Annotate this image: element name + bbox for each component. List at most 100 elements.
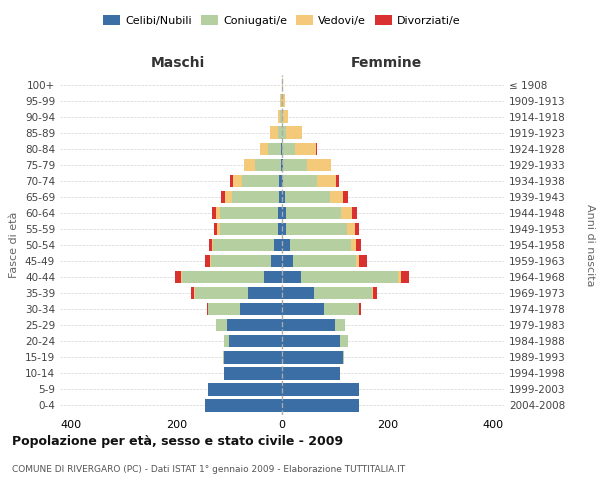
Y-axis label: Fasce di età: Fasce di età [10, 212, 19, 278]
Bar [282, 126, 286, 139]
Bar [351, 238, 356, 252]
Bar [207, 303, 208, 316]
Bar [280, 190, 282, 203]
Bar [282, 383, 359, 396]
Bar [295, 142, 316, 155]
Bar [182, 271, 263, 283]
Bar [290, 238, 351, 252]
Bar [283, 110, 289, 123]
Bar [278, 126, 282, 139]
Bar [224, 367, 282, 380]
Bar [230, 174, 233, 187]
Bar [270, 126, 278, 139]
Bar [282, 303, 324, 316]
Bar [307, 158, 331, 171]
Y-axis label: Anni di nascita: Anni di nascita [585, 204, 595, 286]
Bar [217, 222, 220, 235]
Bar [329, 190, 343, 203]
Bar [209, 255, 211, 268]
Bar [274, 238, 282, 252]
Bar [335, 319, 346, 332]
Bar [229, 335, 282, 347]
Bar [401, 271, 409, 283]
Bar [282, 174, 283, 187]
Bar [205, 399, 282, 411]
Bar [317, 174, 336, 187]
Bar [341, 206, 352, 219]
Bar [372, 287, 373, 300]
Bar [398, 271, 401, 283]
Bar [282, 94, 284, 107]
Bar [283, 158, 307, 171]
Text: Maschi: Maschi [151, 56, 205, 70]
Bar [209, 238, 212, 252]
Bar [282, 271, 301, 283]
Bar [242, 174, 280, 187]
Bar [301, 271, 398, 283]
Bar [282, 142, 295, 155]
Bar [282, 78, 283, 91]
Bar [282, 238, 290, 252]
Bar [248, 287, 282, 300]
Bar [211, 255, 271, 268]
Bar [223, 351, 224, 364]
Bar [316, 142, 317, 155]
Legend: Celibi/Nubili, Coniugati/e, Vedovi/e, Divorziati/e: Celibi/Nubili, Coniugati/e, Vedovi/e, Di… [99, 10, 465, 30]
Bar [347, 222, 355, 235]
Bar [283, 174, 317, 187]
Bar [226, 190, 232, 203]
Bar [244, 158, 254, 171]
Bar [216, 319, 227, 332]
Bar [284, 190, 329, 203]
Text: COMUNE DI RIVERGARO (PC) - Dati ISTAT 1° gennaio 2009 - Elaborazione TUTTITALIA.: COMUNE DI RIVERGARO (PC) - Dati ISTAT 1°… [12, 465, 405, 474]
Bar [260, 142, 268, 155]
Bar [254, 158, 281, 171]
Bar [263, 271, 282, 283]
Bar [282, 190, 284, 203]
Bar [195, 287, 248, 300]
Bar [282, 287, 314, 300]
Bar [359, 303, 361, 316]
Bar [213, 238, 274, 252]
Bar [221, 190, 226, 203]
Bar [224, 351, 282, 364]
Text: Popolazione per età, sesso e stato civile - 2009: Popolazione per età, sesso e stato civil… [12, 435, 343, 448]
Bar [175, 271, 181, 283]
Bar [356, 238, 361, 252]
Bar [232, 190, 280, 203]
Bar [214, 222, 217, 235]
Bar [268, 142, 281, 155]
Bar [281, 142, 282, 155]
Bar [216, 206, 220, 219]
Bar [278, 222, 282, 235]
Bar [324, 303, 359, 316]
Text: Femmine: Femmine [351, 56, 422, 70]
Bar [278, 206, 282, 219]
Bar [205, 255, 209, 268]
Bar [282, 367, 340, 380]
Bar [336, 174, 338, 187]
Bar [359, 255, 367, 268]
Bar [282, 158, 283, 171]
Bar [282, 110, 283, 123]
Bar [282, 335, 340, 347]
Bar [286, 126, 302, 139]
Bar [286, 206, 341, 219]
Bar [181, 271, 182, 283]
Bar [282, 255, 293, 268]
Bar [314, 287, 372, 300]
Bar [233, 174, 242, 187]
Bar [286, 222, 347, 235]
Bar [240, 303, 282, 316]
Bar [282, 319, 335, 332]
Bar [280, 174, 282, 187]
Bar [282, 351, 343, 364]
Bar [280, 110, 282, 123]
Bar [208, 303, 240, 316]
Bar [191, 287, 194, 300]
Bar [281, 158, 282, 171]
Bar [282, 222, 286, 235]
Bar [355, 222, 359, 235]
Bar [278, 110, 280, 123]
Bar [356, 255, 359, 268]
